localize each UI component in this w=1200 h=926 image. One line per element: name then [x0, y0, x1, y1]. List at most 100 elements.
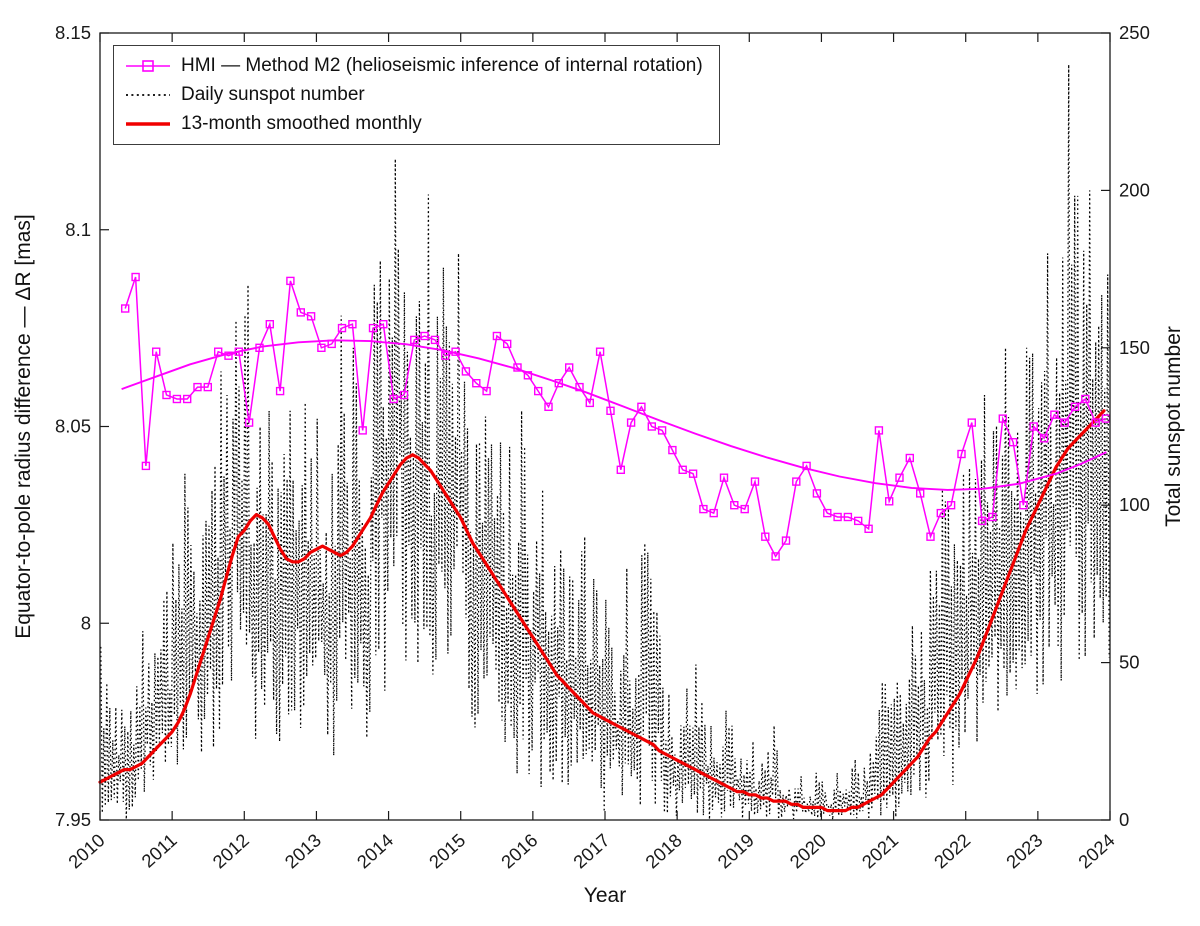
hmi-m2-marker — [368, 323, 378, 333]
hmi-m2-marker — [792, 477, 801, 486]
hmi-m2-marker — [977, 516, 987, 526]
hmi-m2-marker — [141, 461, 151, 471]
y-left-tick-label: 8.1 — [65, 219, 91, 240]
hmi-m2-marker — [988, 512, 997, 522]
hmi-m2-marker — [957, 449, 966, 459]
hmi-m2-marker — [936, 508, 945, 518]
y-left-tick-label: 8.15 — [55, 22, 91, 43]
hmi-fit-series — [121, 339, 1107, 491]
y-right-tick-label: 0 — [1119, 809, 1129, 830]
hmi-m2-marker — [802, 461, 811, 471]
y-right-tick-label: 250 — [1119, 22, 1150, 43]
hmi-m2-marker — [916, 489, 925, 498]
hmi-m2-marker — [472, 379, 481, 388]
hmi-m2-marker — [244, 418, 254, 427]
hmi-m2-marker — [946, 501, 956, 510]
hmi-m2-marker — [843, 512, 853, 522]
legend-entry-daily-sunspot: Daily sunspot number — [124, 84, 703, 106]
hmi-m2-marker — [905, 453, 914, 463]
hmi-m2-marker — [833, 512, 842, 522]
hmi-m2-marker — [523, 371, 533, 380]
daily-sunspot-line — [100, 64, 1110, 820]
daily-sunspot-series — [100, 64, 1110, 820]
hmi-m2-line — [124, 276, 1107, 558]
hmi-m2-marker — [358, 426, 367, 435]
y-right-tick-label: 200 — [1119, 179, 1150, 200]
y-right-ticks: 0 50 100 150 200 250 — [1101, 22, 1150, 830]
hmi-m2-marker — [854, 516, 863, 526]
hmi-m2-marker — [998, 414, 1007, 423]
hmi-m2-marker — [750, 477, 760, 486]
hmi-m2-marker — [430, 335, 440, 345]
y-right-tick-label: 50 — [1119, 652, 1140, 673]
hmi-m2-marker — [637, 402, 646, 411]
hmi-m2-marker — [895, 473, 904, 482]
hmi-m2-marker — [327, 339, 336, 349]
hmi-m2-marker — [926, 532, 935, 541]
hmi-m2-marker — [379, 320, 388, 329]
hmi-m2-marker — [193, 382, 202, 392]
hmi-m2-marker — [688, 469, 698, 478]
hmi-m2-marker — [864, 524, 873, 533]
hmi-m2-marker — [1008, 438, 1018, 447]
hmi-m2-marker — [626, 418, 636, 427]
hmi-m2-marker — [203, 382, 213, 392]
left-axis-label: Equator-to-pole radius difference — ΔR [… — [12, 214, 35, 639]
hmi-m2-marker — [265, 320, 274, 329]
legend-sample-daily — [126, 94, 170, 96]
hmi-m2-marker — [1070, 402, 1080, 411]
hmi-m2-marker — [513, 363, 522, 372]
hmi-m2-marker — [492, 331, 502, 341]
y-left-ticks: 7.95 8 8.05 8.1 8.15 — [55, 22, 109, 830]
hmi-m2-marker — [1081, 394, 1090, 404]
y-right-tick-label: 100 — [1119, 494, 1150, 515]
hmi-m2-marker — [420, 331, 429, 341]
hmi-m2-marker — [1029, 422, 1038, 431]
hmi-m2-marker — [678, 465, 687, 474]
hmi-m2-marker — [131, 272, 140, 282]
smoothed-monthly-series — [98, 409, 1106, 813]
hmi-m2-marker — [399, 390, 409, 400]
hmi-m2-marker — [1060, 418, 1069, 427]
legend-label-hmi: HMI — Method M2 (helioseismic inference … — [181, 55, 703, 76]
hmi-m2-marker — [213, 347, 223, 356]
legend-entry-hmi: HMI — Method M2 (helioseismic inference … — [124, 55, 703, 77]
y-left-tick-label: 8.05 — [55, 416, 91, 437]
hmi-m2-marker — [172, 394, 182, 404]
hmi-m2-marker — [812, 489, 822, 498]
hmi-m2-marker — [120, 304, 130, 313]
hmi-m2-marker — [1019, 501, 1028, 510]
hmi-m2-marker — [451, 347, 460, 356]
hmi-m2-marker — [255, 343, 264, 352]
hmi-m2-marker — [306, 312, 316, 321]
hmi-m2-marker — [967, 418, 976, 427]
hmi-m2-marker — [874, 426, 884, 435]
hmi-m2-marker — [1039, 434, 1049, 443]
hmi-m2-marker — [1091, 418, 1100, 427]
hmi-m2-marker — [823, 508, 832, 518]
hmi-m2-marker — [781, 536, 791, 545]
hmi-m2-marker — [740, 504, 749, 514]
x-axis-label: Year — [584, 884, 626, 907]
legend-entry-smoothed: 13-month smoothed monthly — [124, 113, 703, 135]
hmi-m2-marker — [771, 552, 780, 561]
hmi-m2-marker — [595, 347, 605, 356]
legend-sample-smoothed — [126, 122, 170, 126]
hmi-m2-marker — [286, 276, 295, 286]
hmi-m2-marker — [565, 363, 574, 372]
hmi-m2-marker — [337, 323, 347, 333]
hmi-m2-marker — [668, 445, 677, 455]
hmi-fit-line — [121, 339, 1107, 491]
hmi-m2-marker — [575, 382, 584, 392]
hmi-m2-marker — [275, 386, 285, 396]
legend: HMI — Method M2 (helioseismic inference … — [113, 45, 720, 145]
hmi-m2-marker — [554, 379, 563, 388]
hmi-m2-marker — [317, 343, 326, 352]
right-axis-label: Total sunspot number — [1162, 326, 1185, 527]
hmi-m2-marker — [234, 347, 244, 356]
hmi-m2-marker — [182, 394, 192, 404]
hmi-m2-marker — [885, 497, 894, 506]
